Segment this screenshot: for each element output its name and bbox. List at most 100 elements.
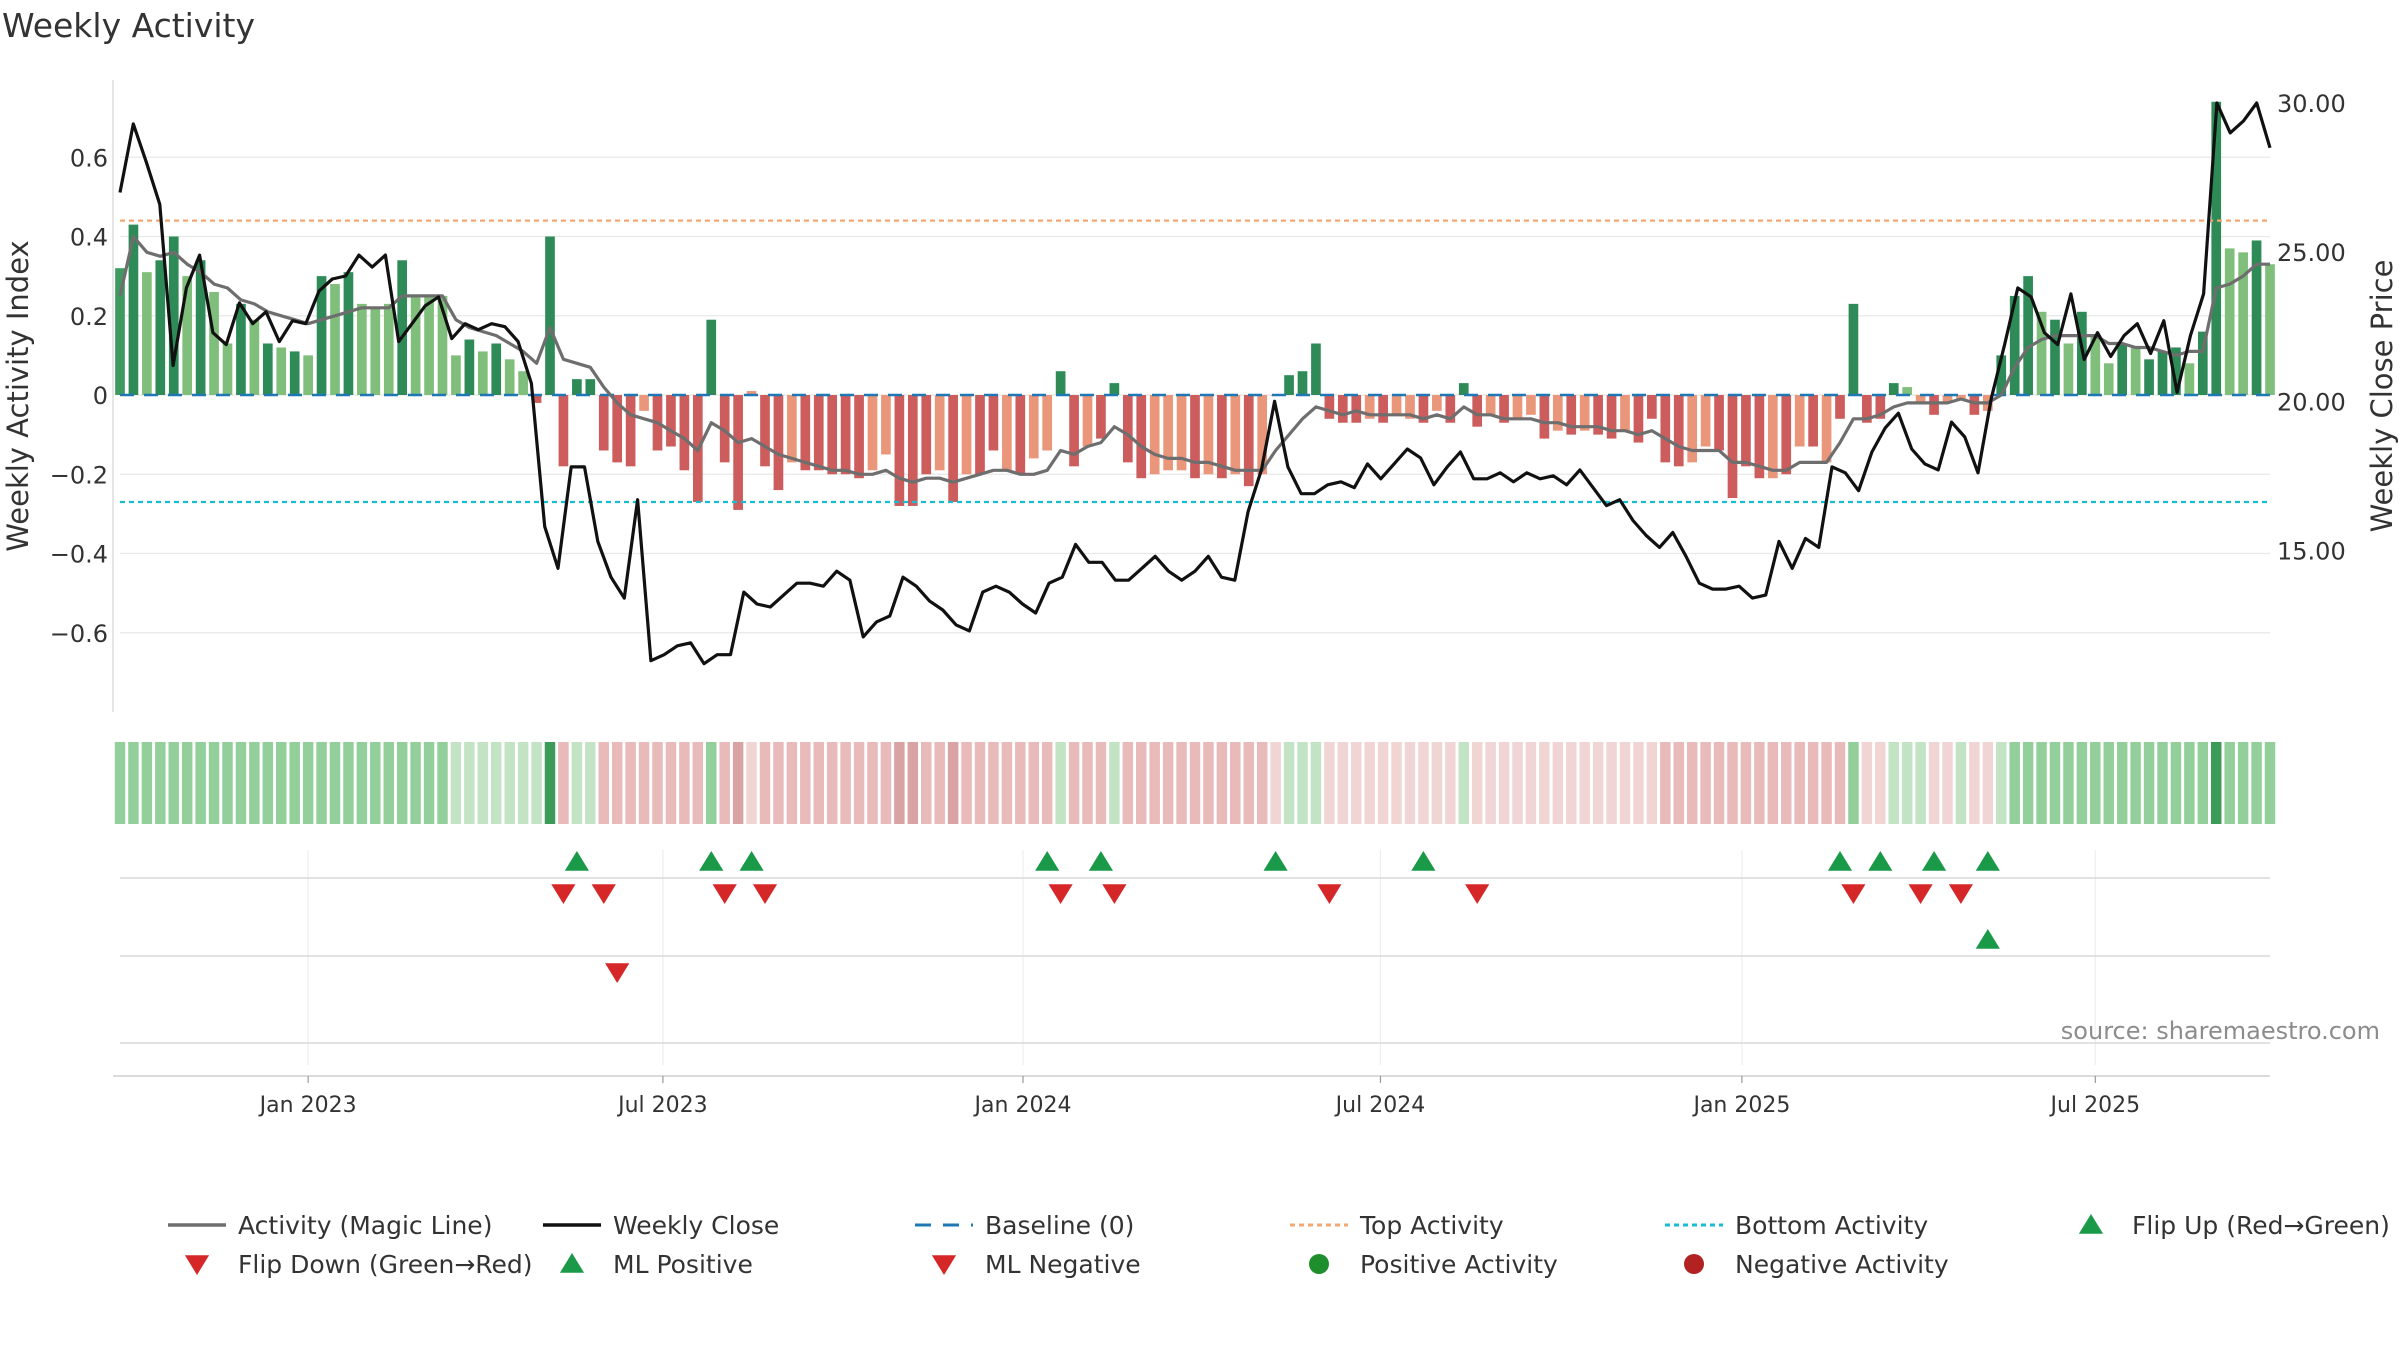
- activity-strip-cell: [1579, 742, 1590, 824]
- right-tick-label: 30.00: [2277, 90, 2346, 118]
- flip-down-marker: [1048, 884, 1073, 904]
- activity-strip-cell: [1283, 742, 1295, 824]
- activity-strip-cell: [961, 742, 972, 824]
- activity-bar: [464, 339, 475, 395]
- flip-up-marker: [1922, 851, 1947, 871]
- activity-bar: [437, 295, 448, 395]
- activity-strip-cell: [1660, 742, 1671, 824]
- activity-bar: [330, 284, 340, 395]
- activity-bar: [1915, 395, 1926, 403]
- activity-bar: [921, 395, 932, 475]
- y-axis-label-left: Weekly Activity Index: [1, 240, 35, 551]
- activity-bar: [2063, 343, 2074, 395]
- activity-strip-cell: [1566, 742, 1577, 824]
- activity-bar: [1566, 395, 1577, 435]
- activity-bar: [1929, 395, 1939, 415]
- activity-strip-cell: [1525, 742, 1537, 824]
- ml-positive-marker: [1975, 929, 2000, 949]
- activity-strip-cell: [1713, 742, 1725, 824]
- activity-bar: [222, 343, 233, 395]
- right-tick-label: 20.00: [2277, 388, 2346, 416]
- activity-strip-cell: [222, 742, 233, 824]
- activity-bar: [1002, 395, 1012, 471]
- activity-bar: [612, 395, 623, 463]
- activity-strip-cell: [2157, 742, 2168, 824]
- x-axis: Jan 2023 Jul 2023 Jan 2024 Jul 2024 Jan 2025…: [113, 1075, 2270, 1118]
- activity-bar: [1136, 395, 1147, 479]
- activity-bar: [2157, 351, 2168, 395]
- activity-strip-cell: [1485, 742, 1496, 824]
- left-tick-label: −0.6: [50, 620, 108, 648]
- activity-strip-cell: [1431, 742, 1443, 824]
- activity-strip-cell: [732, 742, 744, 824]
- activity-bar: [598, 395, 609, 451]
- activity-bar: [773, 395, 784, 491]
- activity-bar: [1203, 395, 1214, 475]
- activity-bar: [1741, 395, 1751, 467]
- left-tick-label: −0.2: [50, 461, 108, 489]
- activity-bar: [746, 391, 757, 395]
- activity-strip-cell: [1794, 742, 1805, 824]
- activity-strip-cell: [1633, 742, 1644, 824]
- activity-strip-cell: [1686, 742, 1698, 824]
- activity-strip-cell: [302, 742, 314, 824]
- activity-strip-cell: [155, 742, 166, 824]
- activity-strip-cell: [1807, 742, 1819, 824]
- activity-bar: [1552, 395, 1563, 431]
- flip-down-marker: [551, 884, 576, 904]
- activity-bar: [1754, 395, 1765, 479]
- activity-bar: [1297, 371, 1308, 395]
- activity-strip-cell: [1606, 742, 1617, 824]
- activity-strip-cell: [1324, 742, 1335, 824]
- activity-bar: [1593, 395, 1603, 435]
- activity-bar: [639, 395, 649, 411]
- activity-bar: [1767, 395, 1778, 479]
- activity-strip-cell: [1256, 742, 1268, 824]
- activity-strip-cell: [1592, 742, 1604, 824]
- activity-strip-cell: [410, 742, 421, 824]
- signal-markers: [551, 851, 2000, 983]
- activity-strip-cell: [2049, 742, 2061, 824]
- legend-triangle-up-icon: [2078, 1214, 2104, 1234]
- flip-up-marker: [1975, 851, 2000, 871]
- activity-bar: [410, 295, 421, 395]
- activity-bar: [2224, 248, 2235, 395]
- activity-strip-cell: [840, 742, 851, 824]
- activity-strip-cell: [1445, 742, 1456, 824]
- activity-strip-cell: [396, 742, 408, 824]
- activity-bar: [679, 395, 690, 471]
- activity-strip-cell: [2116, 742, 2128, 824]
- activity-strip-cell: [2264, 742, 2276, 824]
- activity-strip-cell: [665, 742, 677, 824]
- activity-strip-cell: [585, 742, 596, 824]
- gridlines: [120, 156, 2270, 1065]
- activity-bar: [1969, 395, 1980, 415]
- legend-triangle-down-icon: [931, 1255, 957, 1275]
- legend-label: Flip Down (Green→Red): [238, 1250, 533, 1279]
- activity-bar: [840, 395, 851, 475]
- activity-strip-cell: [1149, 742, 1160, 824]
- activity-bar: [2251, 240, 2262, 395]
- activity-bar: [209, 291, 219, 395]
- activity-bar: [1673, 395, 1684, 467]
- activity-strip-cell: [1928, 742, 1940, 824]
- activity-strip-cell: [1377, 742, 1389, 824]
- activity-strip-cell: [1727, 742, 1738, 824]
- activity-strip-cell: [894, 742, 905, 824]
- activity-strip-cell: [1969, 742, 1980, 824]
- activity-strip-cell: [2130, 742, 2141, 824]
- activity-bar: [1324, 395, 1335, 419]
- activity-strip-cell: [746, 742, 757, 824]
- activity-strip-cell: [477, 742, 489, 824]
- activity-strip-cell: [1068, 742, 1080, 824]
- activity-strip-cell: [2237, 742, 2249, 824]
- activity-bar: [558, 395, 569, 467]
- activity-strip-cell: [826, 742, 838, 824]
- legend-label: ML Negative: [985, 1250, 1141, 1279]
- activity-bar: [1109, 383, 1120, 395]
- activity-bars: [115, 101, 2275, 510]
- activity-strip-cell: [1942, 742, 1953, 824]
- activity-bar: [2265, 264, 2275, 395]
- activity-bar: [276, 347, 287, 395]
